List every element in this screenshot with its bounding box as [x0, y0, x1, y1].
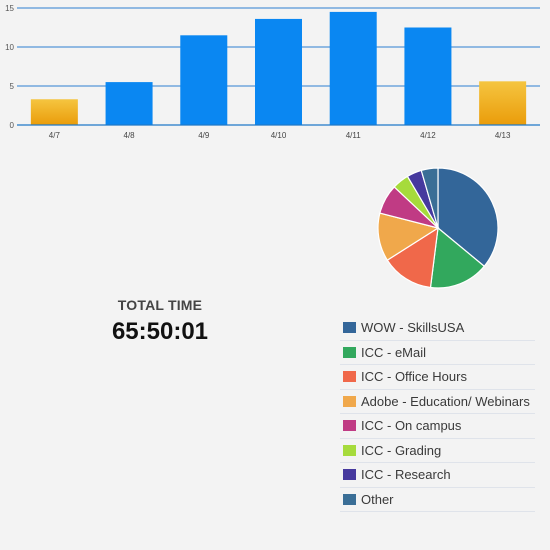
legend-item: Other: [340, 488, 535, 512]
legend-label: ICC - Grading: [361, 442, 442, 458]
legend-label: Adobe - Education/ Webinars: [361, 393, 530, 409]
legend-swatch: [343, 322, 356, 334]
legend-item: ICC - Grading: [340, 439, 535, 463]
total-time-label: TOTAL TIME: [117, 297, 203, 313]
legend-label: ICC - Research: [361, 467, 451, 483]
legend-label: Other: [361, 491, 394, 507]
y-tick-label: 10: [5, 43, 14, 52]
x-tick-label: 4/11: [346, 131, 362, 140]
bar[interactable]: [180, 35, 228, 125]
bar[interactable]: [30, 99, 78, 125]
legend-item: Adobe - Education/ Webinars: [340, 390, 535, 414]
legend-item: ICC - Research: [340, 463, 535, 488]
legend-swatch: [343, 493, 356, 505]
legend-label: WOW - SkillsUSA: [361, 320, 465, 336]
legend-swatch: [343, 420, 356, 432]
legend-label: ICC - Office Hours: [361, 369, 467, 385]
y-tick-label: 15: [5, 4, 14, 13]
daily-time-bar-chart: 0 5 10 15 4/7 4/8 4/9 4/10 4/11 4/12 4/13: [5, 4, 540, 140]
legend-label: ICC - On campus: [361, 418, 462, 434]
legend-label: ICC - eMail: [361, 344, 427, 360]
legend-item: ICC - Office Hours: [340, 365, 535, 390]
pie-slice[interactable]: [386, 226, 439, 289]
x-tick-label: 4/9: [198, 131, 210, 140]
legend-swatch: [343, 395, 356, 407]
legend-swatch: [343, 469, 356, 481]
pie-legend: WOW - SkillsUSA ICC - eMail ICC - Office…: [340, 316, 535, 512]
pie-slice[interactable]: [420, 167, 439, 229]
x-tick-label: 4/7: [49, 131, 61, 140]
legend-item: WOW - SkillsUSA: [340, 316, 535, 341]
bar[interactable]: [479, 81, 527, 125]
legend-swatch: [343, 371, 356, 383]
pie-slice[interactable]: [429, 226, 486, 289]
x-tick-label: 4/12: [420, 131, 436, 140]
pie-slice[interactable]: [437, 167, 499, 268]
x-tick-label: 4/10: [271, 131, 287, 140]
x-tick-label: 4/8: [124, 131, 136, 140]
legend-item: ICC - On campus: [340, 414, 535, 439]
y-tick-label: 5: [10, 82, 15, 91]
x-tick-label: 4/13: [495, 131, 511, 140]
legend-swatch: [343, 444, 356, 456]
y-tick-label: 0: [10, 121, 15, 130]
legend-item: ICC - eMail: [340, 341, 535, 365]
bar[interactable]: [404, 27, 452, 126]
category-pie-chart: [377, 167, 499, 289]
legend-swatch: [343, 346, 356, 358]
bar[interactable]: [255, 18, 302, 126]
bar[interactable]: [105, 82, 153, 125]
bar[interactable]: [329, 11, 377, 125]
total-time-value: 65:50:01: [111, 318, 209, 345]
